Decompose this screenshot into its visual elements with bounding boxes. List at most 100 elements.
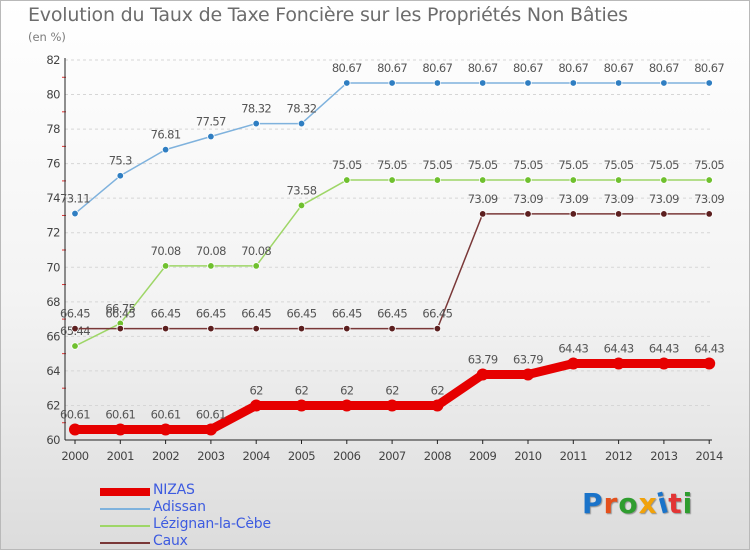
data-point-nizas xyxy=(69,423,81,436)
data-label-adissan: 80.67 xyxy=(468,61,498,75)
data-label-adissan: 77.57 xyxy=(196,115,226,129)
y-tick-label: 68 xyxy=(46,295,60,309)
data-label-lezignan-la-cebe: 75.05 xyxy=(332,158,362,172)
data-point-nizas xyxy=(476,368,489,381)
x-tick-label: 2007 xyxy=(378,449,405,463)
data-point-lezignan-la-cebe xyxy=(207,262,215,270)
x-tick-label: 2013 xyxy=(650,449,677,463)
data-label-nizas: 64.43 xyxy=(604,341,634,355)
x-tick-label: 2000 xyxy=(61,449,88,463)
data-point-nizas xyxy=(159,423,172,436)
data-point-adissan xyxy=(71,209,79,218)
legend-label: Caux xyxy=(153,533,188,549)
x-tick-label: 2002 xyxy=(152,449,179,463)
data-point-nizas xyxy=(657,357,670,370)
data-point-lezignan-la-cebe xyxy=(161,262,170,270)
data-label-nizas: 60.61 xyxy=(60,407,90,421)
data-label-nizas: 62 xyxy=(340,383,354,397)
data-point-caux xyxy=(569,210,577,218)
data-point-lezignan-la-cebe xyxy=(252,262,260,270)
y-tick-label: 72 xyxy=(46,226,60,240)
data-point-adissan xyxy=(207,132,215,141)
data-label-lezignan-la-cebe: 75.05 xyxy=(377,158,407,172)
data-point-adissan xyxy=(479,79,487,87)
data-label-caux: 66.45 xyxy=(60,307,90,321)
logo-letter: x xyxy=(638,487,658,520)
data-point-nizas xyxy=(703,357,716,370)
data-point-adissan xyxy=(614,79,623,87)
data-point-lezignan-la-cebe xyxy=(524,176,532,184)
logo-letter: r xyxy=(603,487,619,520)
data-label-adissan: 76.81 xyxy=(151,128,181,142)
data-label-adissan: 80.67 xyxy=(558,61,588,75)
data-label-lezignan-la-cebe: 66.75 xyxy=(105,301,135,315)
data-label-nizas: 63.79 xyxy=(513,353,543,367)
data-point-adissan xyxy=(433,79,442,87)
x-tick-label: 2011 xyxy=(560,449,587,463)
data-label-nizas: 64.43 xyxy=(694,341,724,355)
data-label-lezignan-la-cebe: 75.05 xyxy=(604,158,634,172)
data-label-caux: 73.09 xyxy=(604,192,634,206)
data-point-nizas xyxy=(114,423,127,436)
data-label-caux: 66.45 xyxy=(196,307,226,321)
y-tick-label: 70 xyxy=(46,260,60,274)
data-label-adissan: 80.67 xyxy=(332,61,362,75)
legend-label: NIZAS xyxy=(153,482,195,498)
data-label-nizas: 62 xyxy=(431,383,445,397)
data-point-nizas xyxy=(295,399,308,412)
legend-label: Lézignan-la-Cèbe xyxy=(153,516,271,532)
data-point-nizas xyxy=(431,399,444,412)
data-point-nizas xyxy=(204,423,217,436)
y-tick-label: 74 xyxy=(46,191,60,205)
data-label-adissan: 80.67 xyxy=(377,61,407,75)
data-label-caux: 73.09 xyxy=(558,192,588,206)
y-tick-label: 66 xyxy=(46,329,60,343)
data-point-lezignan-la-cebe xyxy=(660,176,668,184)
data-label-adissan: 80.67 xyxy=(604,61,634,75)
data-point-adissan xyxy=(569,79,577,87)
y-tick-label: 64 xyxy=(46,364,60,378)
data-point-caux xyxy=(71,324,79,333)
data-label-nizas: 62 xyxy=(295,383,309,397)
data-label-adissan: 78.32 xyxy=(241,102,271,116)
data-label-caux: 66.45 xyxy=(422,307,452,321)
data-label-nizas: 60.61 xyxy=(105,407,135,421)
data-point-nizas xyxy=(340,399,353,412)
x-tick-label: 2003 xyxy=(197,449,224,463)
x-tick-label: 2006 xyxy=(333,449,360,463)
data-label-nizas: 60.61 xyxy=(151,407,181,421)
data-point-lezignan-la-cebe xyxy=(705,176,713,184)
data-point-nizas xyxy=(567,357,580,370)
data-label-caux: 66.45 xyxy=(332,307,362,321)
x-tick-label: 2005 xyxy=(288,449,315,463)
data-label-caux: 66.45 xyxy=(287,307,317,321)
y-tick-label: 76 xyxy=(46,157,60,171)
data-label-lezignan-la-cebe: 75.05 xyxy=(513,158,543,172)
data-point-caux xyxy=(705,210,713,218)
data-point-caux xyxy=(252,324,260,333)
unit-label: (en %) xyxy=(28,30,66,44)
data-label-lezignan-la-cebe: 70.08 xyxy=(241,244,271,258)
data-point-adissan xyxy=(343,79,351,87)
data-label-adissan: 78.32 xyxy=(287,102,317,116)
data-label-lezignan-la-cebe: 75.05 xyxy=(558,158,588,172)
data-label-nizas: 62 xyxy=(249,383,263,397)
data-label-lezignan-la-cebe: 75.05 xyxy=(468,158,498,172)
data-label-caux: 73.09 xyxy=(468,192,498,206)
data-point-lezignan-la-cebe xyxy=(343,176,351,184)
data-point-adissan xyxy=(116,172,124,180)
data-point-lezignan-la-cebe xyxy=(569,176,577,184)
data-point-lezignan-la-cebe xyxy=(614,176,623,184)
data-label-nizas: 63.79 xyxy=(468,353,498,367)
y-tick-label: 60 xyxy=(46,433,60,447)
data-point-lezignan-la-cebe xyxy=(388,176,396,184)
data-point-adissan xyxy=(524,79,532,87)
data-point-nizas xyxy=(612,357,625,370)
data-label-adissan: 73.11 xyxy=(60,192,90,206)
data-label-adissan: 75.3 xyxy=(109,154,132,168)
data-label-caux: 66.45 xyxy=(151,307,181,321)
data-label-lezignan-la-cebe: 75.05 xyxy=(649,158,679,172)
data-label-lezignan-la-cebe: 70.08 xyxy=(196,244,226,258)
x-tick-label: 2001 xyxy=(107,449,134,463)
